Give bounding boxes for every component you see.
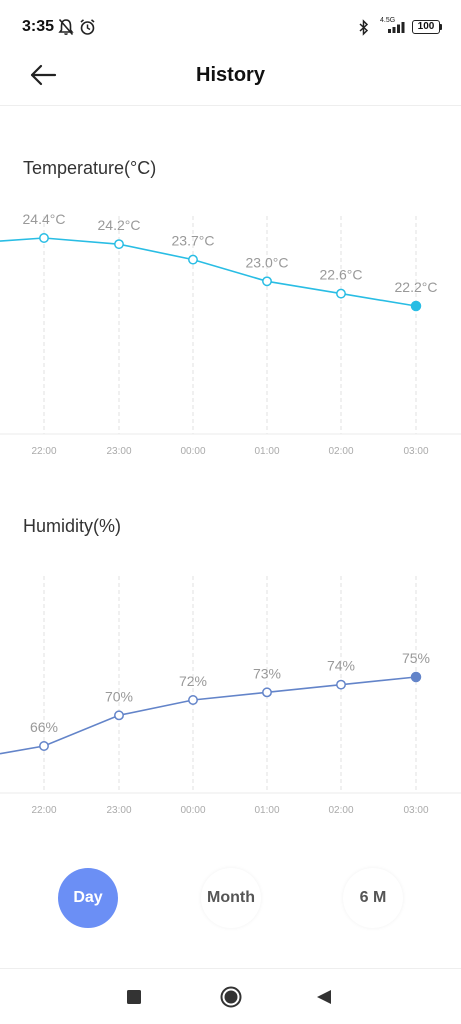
temperature-data-label: 24.4°C	[23, 211, 66, 227]
temperature-point	[336, 288, 346, 299]
humidity-tick-label: 22:00	[31, 805, 56, 816]
humidity-point	[188, 695, 198, 705]
temperature-point	[114, 239, 124, 250]
battery-icon: 100	[412, 20, 440, 34]
temperature-tick-label: 23:00	[106, 446, 131, 457]
status-time: 3:35	[22, 18, 55, 35]
range-6m-label: 6 M	[359, 889, 387, 906]
temperature-title: Temperature(°C)	[23, 158, 157, 178]
battery-tip	[440, 24, 442, 30]
range-6m-button[interactable]: 6 M	[343, 868, 403, 928]
temperature-tick-label: 22:00	[31, 446, 56, 457]
temperature-tick-label: 03:00	[403, 446, 428, 457]
humidity-data-label: 73%	[253, 665, 281, 681]
temperature-chart: 24.4°C 24.2°C 23.7°C 23.0°C 22.6°C 22.2°C 22:0…	[0, 211, 461, 457]
humidity-data-label: 70%	[105, 688, 133, 704]
temperature-point	[188, 254, 198, 265]
temperature-data-label: 23.7°C	[172, 233, 215, 249]
temperature-tick-label: 00:00	[180, 446, 205, 457]
alarm-icon	[80, 19, 95, 35]
network-type: 4.5G	[380, 17, 396, 24]
temperature-data-label: 23.0°C	[246, 254, 289, 270]
app-header: History	[0, 46, 461, 106]
humidity-point	[410, 671, 422, 683]
humidity-point	[336, 679, 346, 690]
temperature-tick-label: 01:00	[254, 446, 279, 457]
range-month-label: Month	[207, 889, 255, 906]
humidity-title: Humidity(%)	[23, 516, 122, 536]
humidity-line	[0, 676, 417, 755]
system-nav-bar	[0, 968, 461, 1024]
range-day-button[interactable]: Day	[58, 868, 118, 928]
humidity-point	[39, 741, 49, 751]
temperature-data-label: 24.2°C	[98, 217, 141, 233]
back-triangle-icon[interactable]	[316, 989, 332, 1005]
temperature-data-label: 22.6°C	[320, 267, 363, 283]
humidity-tick-label: 01:00	[254, 805, 279, 816]
temperature-point	[39, 233, 49, 243]
bluetooth-icon	[359, 19, 369, 36]
status-bar: 3:35 4.5G 100	[0, 0, 461, 56]
recents-square-icon[interactable]	[126, 989, 142, 1005]
page-title: History	[196, 64, 265, 86]
humidity-tick-label: 00:00	[180, 805, 205, 816]
humidity-point	[262, 687, 272, 698]
humidity-tick-label: 03:00	[403, 805, 428, 816]
humidity-point	[114, 710, 124, 721]
humidity-tick-label: 02:00	[328, 805, 353, 816]
temperature-data-label: 22.2°C	[395, 279, 438, 295]
humidity-data-label: 75%	[402, 650, 430, 666]
arrow-left-icon[interactable]	[26, 58, 60, 92]
temperature-point	[262, 276, 272, 287]
signal-icon	[388, 22, 405, 33]
temperature-point	[410, 300, 422, 312]
temperature-tick-label: 02:00	[328, 446, 353, 457]
range-tabs: Day Month 6 M	[0, 868, 461, 928]
humidity-data-label: 66%	[30, 719, 58, 735]
battery-level: 100	[417, 21, 435, 32]
range-month-button[interactable]: Month	[201, 868, 261, 928]
home-circle-icon[interactable]	[219, 985, 243, 1009]
humidity-tick-label: 23:00	[106, 805, 131, 816]
humidity-data-label: 72%	[179, 673, 207, 689]
humidity-chart: 66% 70% 72% 73% 74% 75% 22:00 23:00 00:00 01:00 02…	[0, 576, 461, 816]
humidity-data-label: 74%	[327, 658, 355, 674]
bell-muted-icon	[58, 18, 74, 36]
range-day-label: Day	[73, 889, 103, 906]
